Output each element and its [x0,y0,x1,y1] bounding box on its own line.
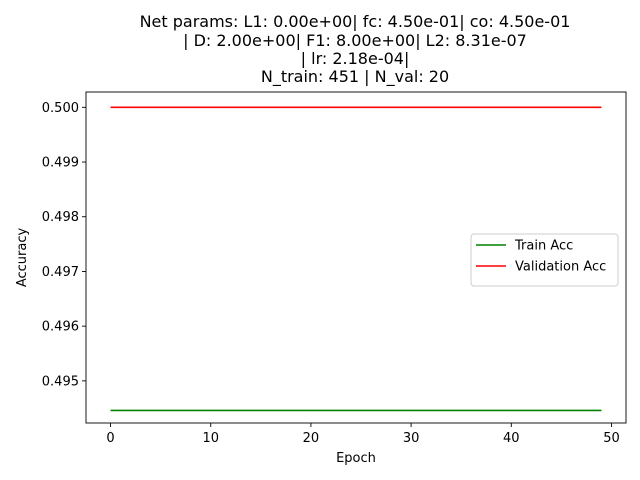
chart-title-line: Net params: L1: 0.00e+00| fc: 4.50e-01| … [140,12,571,31]
chart-title-line: | lr: 2.18e-04| [301,49,410,68]
legend-label: Validation Acc [515,260,606,275]
chart-title: Net params: L1: 0.00e+00| fc: 4.50e-01| … [140,12,571,87]
x-tick-label: 40 [503,431,520,446]
y-tick-label: 0.498 [42,210,79,225]
x-axis-label: Epoch [336,451,376,466]
legend: Train Acc Validation Acc [470,233,619,287]
chart-title-line: | D: 2.00e+00| F1: 8.00e+00| L2: 8.31e-0… [183,31,527,50]
plot-frame [85,91,627,424]
y-tick-label: 0.497 [42,265,79,280]
legend-label: Train Acc [514,239,573,254]
x-axis: 0 10 20 30 40 50 [106,423,620,446]
y-tick-label: 0.499 [42,156,79,171]
x-tick-label: 50 [603,431,620,446]
x-tick-label: 20 [303,431,320,446]
plot-area [85,91,627,424]
chart-title-line: N_train: 451 | N_val: 20 [261,67,449,87]
x-tick-label: 10 [202,431,219,446]
legend-box [470,233,619,287]
y-axis: 0.495 0.496 0.497 0.498 0.499 0.500 [42,101,86,389]
y-tick-label: 0.495 [42,374,79,389]
y-axis-label: Accuracy [15,228,30,288]
x-tick-label: 0 [106,431,114,446]
y-tick-label: 0.500 [42,101,79,116]
x-tick-label: 30 [403,431,420,446]
y-tick-label: 0.496 [42,320,79,335]
